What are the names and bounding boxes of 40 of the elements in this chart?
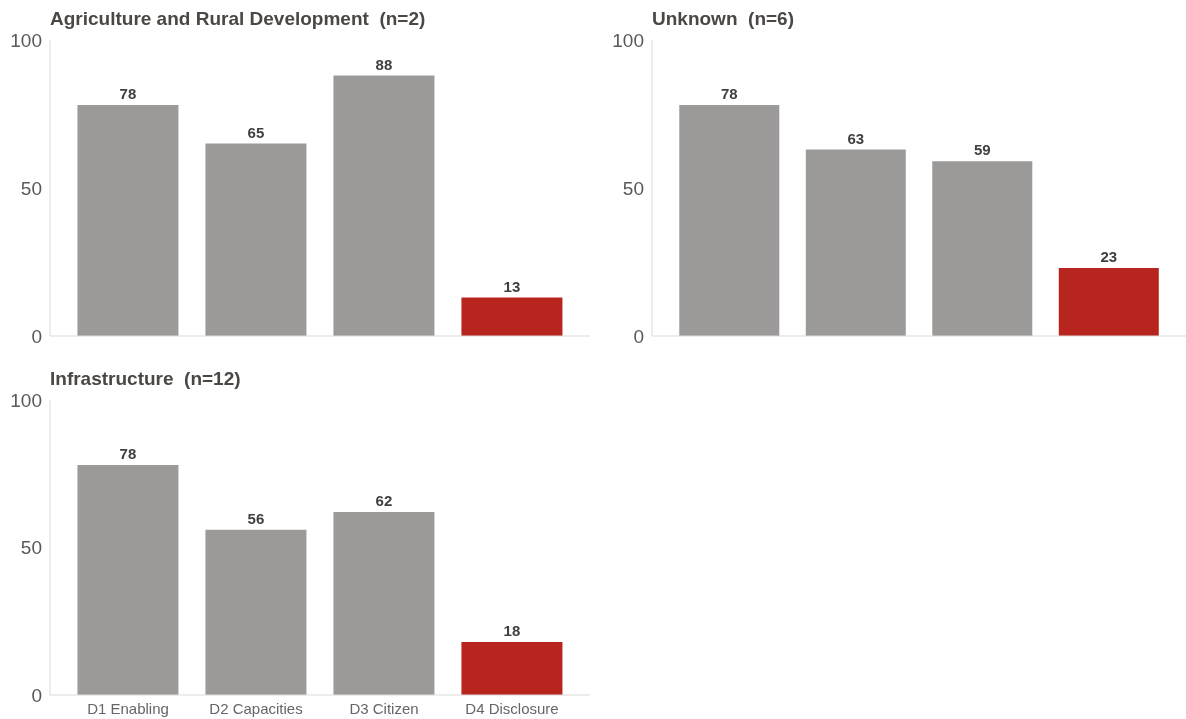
data-label: 59 bbox=[973, 141, 991, 159]
x-tick-label: D3 Citizen bbox=[349, 699, 419, 717]
y-tick-label: 50 bbox=[20, 177, 42, 199]
bar bbox=[77, 464, 179, 695]
data-label: 63 bbox=[847, 129, 865, 147]
bar bbox=[805, 149, 906, 336]
y-tick-label: 0 bbox=[633, 325, 644, 347]
data-label: 78 bbox=[119, 85, 137, 103]
data-label: 13 bbox=[503, 277, 521, 295]
bar bbox=[205, 529, 307, 695]
y-tick-label: 0 bbox=[31, 684, 42, 706]
bar bbox=[461, 297, 563, 336]
y-tick-label: 100 bbox=[612, 29, 644, 51]
bar bbox=[679, 105, 780, 336]
y-tick-label: 0 bbox=[31, 325, 42, 347]
data-label: 23 bbox=[1100, 247, 1118, 265]
bar bbox=[932, 161, 1033, 336]
bar bbox=[1058, 267, 1159, 336]
x-tick-label: D1 Enabling bbox=[87, 699, 169, 717]
y-tick-label: 50 bbox=[622, 177, 644, 199]
data-label: 18 bbox=[503, 621, 521, 639]
bar bbox=[333, 512, 435, 695]
data-label: 62 bbox=[375, 492, 393, 510]
bar bbox=[77, 105, 179, 336]
bar bbox=[205, 143, 307, 336]
y-tick-label: 100 bbox=[10, 389, 42, 411]
y-tick-label: 100 bbox=[10, 29, 42, 51]
chart-title: Infrastructure (n=12) bbox=[50, 368, 241, 390]
data-label: 88 bbox=[375, 55, 393, 73]
data-label: 56 bbox=[247, 509, 265, 527]
chart-title: Agriculture and Rural Development (n=2) bbox=[50, 8, 426, 30]
x-tick-label: D4 Disclosure bbox=[465, 699, 559, 717]
data-label: 78 bbox=[720, 85, 738, 103]
chart-title: Unknown (n=6) bbox=[652, 8, 794, 30]
bar bbox=[461, 641, 563, 695]
x-tick-label: D2 Capacities bbox=[209, 699, 303, 717]
bar bbox=[333, 75, 435, 336]
data-label: 78 bbox=[119, 444, 137, 462]
data-label: 65 bbox=[247, 123, 265, 141]
y-tick-label: 50 bbox=[20, 537, 42, 559]
